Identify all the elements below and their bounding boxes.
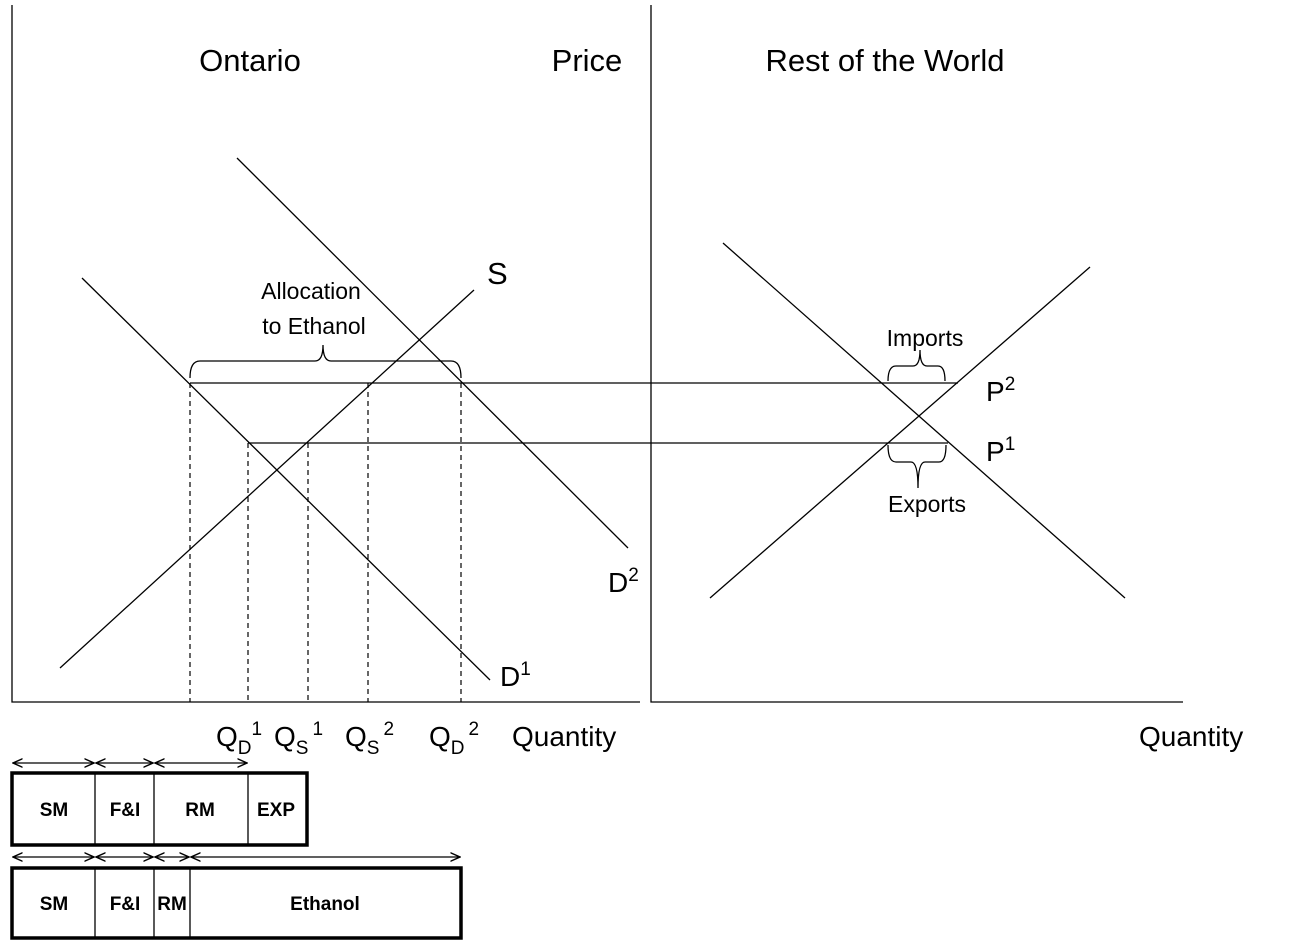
label-base: P	[986, 376, 1005, 407]
label-sub: D	[238, 738, 252, 759]
label-sup: 1	[312, 719, 323, 740]
price-label: P1	[986, 434, 1015, 467]
label-sup: 2	[383, 719, 394, 740]
demand-2	[236, 157, 629, 549]
left-title: Ontario	[199, 43, 301, 78]
label-base: P	[986, 436, 1005, 467]
segment-label: SM	[40, 800, 69, 821]
x-axis-label: Quantity	[512, 721, 616, 752]
label-base: Q	[345, 721, 367, 752]
right-axes	[650, 5, 1183, 703]
segment-label: EXP	[257, 800, 295, 821]
bar-dividers	[94, 868, 191, 938]
price-label: P2	[986, 374, 1015, 407]
quantity-label: QS1	[274, 719, 323, 759]
imports-label: Imports	[887, 325, 964, 351]
quantity-label: QD2	[429, 719, 479, 759]
y-axis-label: Price	[552, 43, 623, 78]
segment-label: SM	[40, 894, 69, 915]
label-base: Q	[274, 721, 296, 752]
label-sup: 1	[252, 719, 263, 740]
segment-label: RM	[157, 894, 187, 915]
left-axes	[11, 5, 640, 703]
quantity-labels: QD1 QS1 QS2 QD2	[216, 719, 479, 759]
allocation-brace	[189, 344, 462, 379]
world-supply	[709, 266, 1091, 599]
label-base: D	[608, 567, 628, 598]
segment-label: F&I	[110, 800, 141, 821]
label-sup: 2	[1005, 374, 1016, 395]
label-sub: S	[296, 738, 309, 759]
segment-label: F&I	[110, 894, 141, 915]
segment-label: RM	[185, 800, 215, 821]
label-sup: 2	[628, 565, 639, 586]
quantity-label: QD1	[216, 719, 262, 759]
bar-dividers	[94, 773, 249, 845]
segment-label: Ethanol	[290, 894, 360, 915]
x-axis-label: Quantity	[1139, 721, 1243, 752]
brace-label: Allocation	[261, 278, 361, 304]
label-sup: 1	[1005, 434, 1016, 455]
supply	[59, 289, 475, 669]
label-sup: 2	[469, 719, 480, 740]
world-demand	[722, 242, 1126, 599]
label-sup: 1	[520, 659, 531, 680]
label-base: Q	[216, 721, 238, 752]
right-title: Rest of the World	[766, 43, 1005, 78]
label-base: Q	[429, 721, 451, 752]
exports-label: Exports	[888, 491, 966, 517]
supply-label: S	[487, 256, 508, 291]
label-sub: S	[367, 738, 380, 759]
allocation-bar	[10, 866, 463, 940]
brace-label: to Ethanol	[262, 313, 366, 339]
demand-label: D1	[500, 659, 531, 692]
exports-brace	[887, 444, 947, 489]
label-base: D	[500, 661, 520, 692]
label-sub: D	[451, 738, 465, 759]
demand-1	[81, 277, 491, 681]
demand-label: D2	[608, 565, 639, 598]
allocation-bar	[10, 771, 309, 847]
imports-brace	[887, 349, 946, 382]
quantity-label: QS2	[345, 719, 394, 759]
